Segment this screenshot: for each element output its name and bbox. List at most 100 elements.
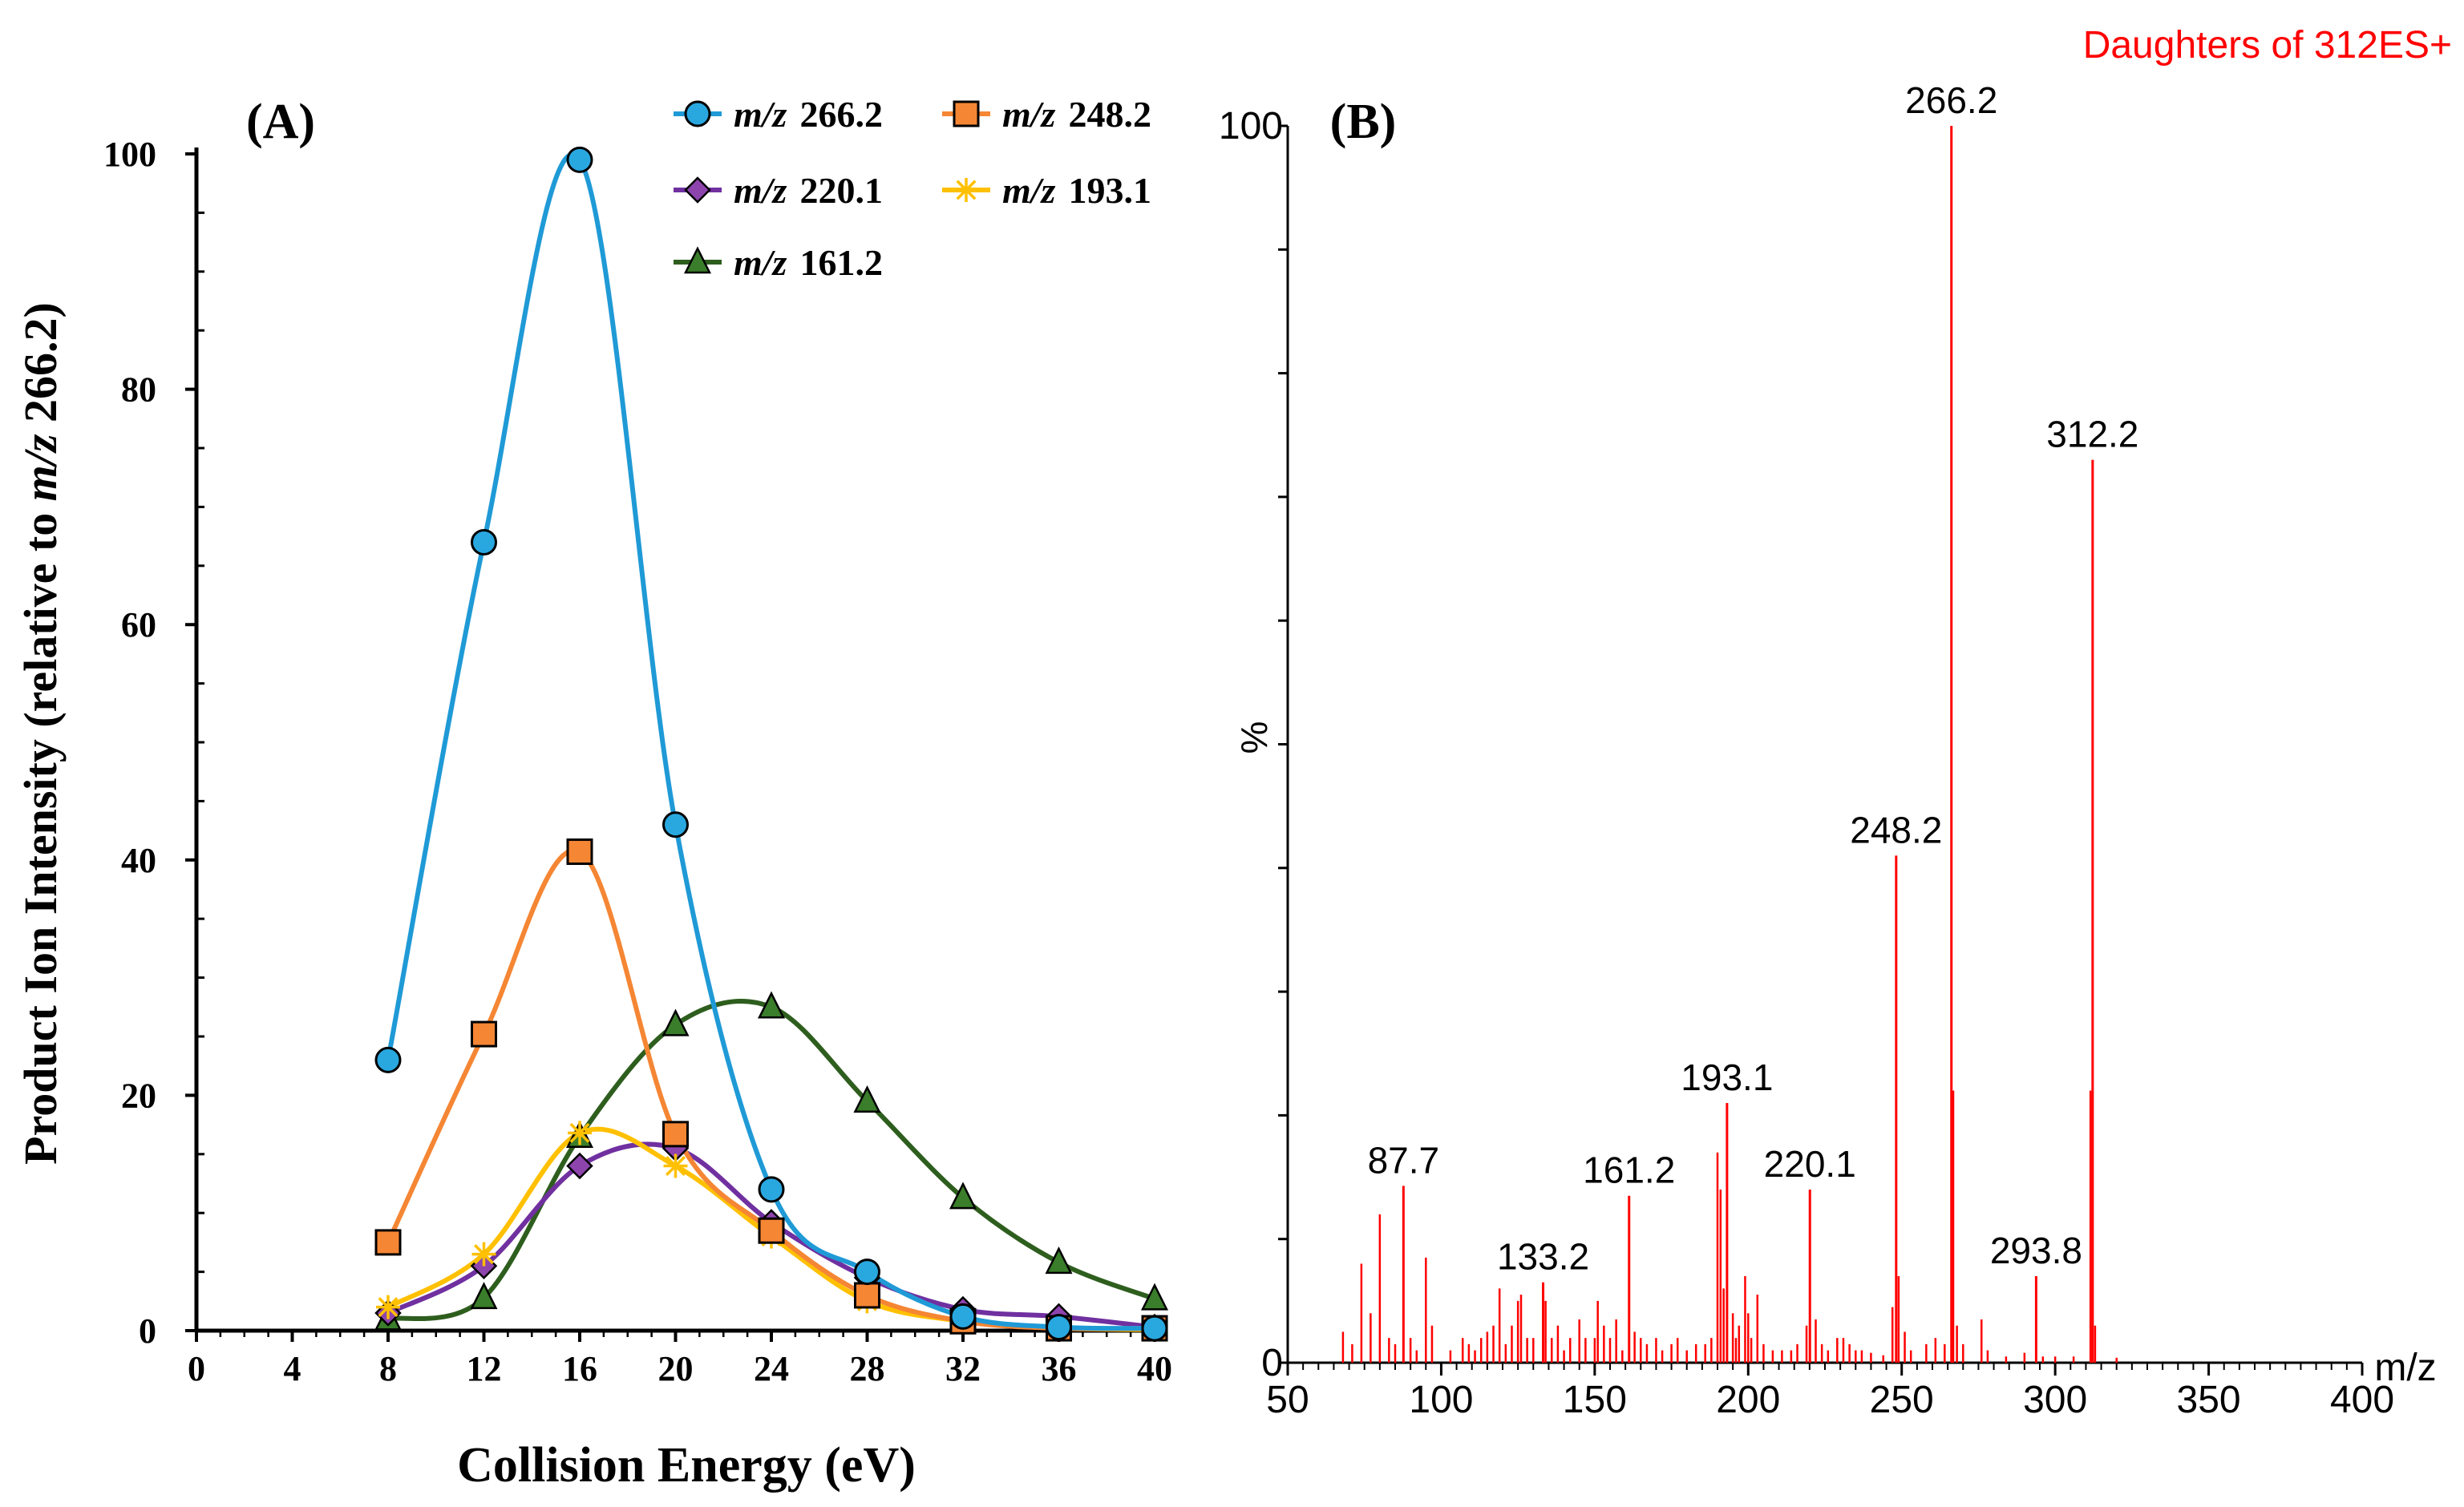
series-point-220-1	[566, 1152, 593, 1180]
panel-a-x-axis-label: Collision Energy (eV)	[457, 1438, 916, 1493]
legend-prefix: m/z	[1002, 170, 1056, 211]
legend-entry: m/z 248.2	[1002, 94, 1151, 135]
panel-a-y-tick-label: 40	[121, 841, 156, 880]
panel-a-x-tick-label: 32	[945, 1349, 981, 1388]
legend-entry: m/z 220.1	[734, 170, 883, 211]
panel-a-y-tick-label: 60	[121, 605, 156, 644]
legend-marker	[683, 246, 712, 274]
panel-a-x-tick-label: 36	[1042, 1349, 1077, 1388]
legend-label: 193.1	[1068, 170, 1151, 211]
panel-a-x-tick-label: 24	[754, 1349, 789, 1388]
legend-prefix: m/z	[734, 94, 787, 135]
series-point-266-2	[662, 811, 689, 838]
legend-label: 248.2	[1068, 94, 1151, 135]
panel-b-x-tick-label: 200	[1716, 1379, 1780, 1421]
panel-b-y-axis-label: %	[1233, 721, 1275, 754]
series-point-266-2	[1046, 1314, 1072, 1341]
panel-a-x-tick-label: 40	[1137, 1349, 1172, 1388]
legend-marker	[954, 178, 978, 202]
panel-b-y-tick-label: 100	[1219, 105, 1283, 147]
series-point-248-2	[566, 838, 593, 866]
peak-label: 87.7	[1368, 1139, 1440, 1181]
series-point-193-1	[568, 1121, 592, 1145]
panel-a-x-tick-label: 8	[379, 1349, 397, 1388]
panel-a-x-tick-label: 12	[467, 1349, 502, 1388]
star-marker-stroke	[474, 1244, 494, 1265]
series-point-193-1	[376, 1295, 400, 1319]
panel-b-y-tick-label: 0	[1261, 1342, 1283, 1384]
peak-label: 161.2	[1583, 1149, 1675, 1191]
panel-a-y-tick-label: 100	[103, 135, 156, 174]
panel-a-x-tick-label: 20	[658, 1349, 694, 1388]
panel-a-x-tick-label: 0	[188, 1349, 205, 1388]
series-point-193-1	[663, 1153, 688, 1178]
peak-label: 312.2	[2046, 414, 2138, 455]
legend-prefix: m/z	[734, 170, 787, 211]
legend-marker	[684, 100, 711, 127]
series-point-161-2	[1045, 1246, 1073, 1275]
panel-a-y-tick-label: 0	[139, 1311, 156, 1351]
star-marker-stroke	[569, 1122, 590, 1143]
series-point-161-2	[757, 991, 786, 1019]
series-point-161-2	[949, 1182, 977, 1210]
series-point-248-2	[758, 1217, 785, 1244]
panel-a-x-tick-label: 4	[284, 1349, 301, 1388]
series-point-248-2	[471, 1020, 497, 1048]
series-point-193-1	[471, 1242, 496, 1267]
legend-marker	[953, 100, 980, 127]
series-point-161-2	[662, 1008, 690, 1036]
panel-b-x-tick-label: 350	[2177, 1379, 2241, 1421]
panel-a-y-axis-label: Product Ion Intensity (relative to m/z 2…	[14, 302, 67, 1165]
panel-a-legend: m/z 266.2 m/z 248.2 m/z 220.1 m/z 193.1 m/z 161.2	[674, 94, 1151, 283]
series-point-266-2	[566, 146, 593, 173]
series-point-266-2	[854, 1259, 880, 1286]
series-point-248-2	[662, 1121, 689, 1148]
panel-b-x-tick-label: 150	[1563, 1379, 1627, 1421]
spectrum-title: Daughters of 312ES+	[2083, 24, 2452, 67]
series-point-161-2	[1140, 1283, 1169, 1311]
panel-a-x-tick-label: 28	[850, 1349, 885, 1388]
peak-label: 193.1	[1681, 1057, 1773, 1098]
panel-a-x-tick-label: 16	[562, 1349, 597, 1388]
series-point-266-2	[758, 1176, 785, 1203]
peak-label: 266.2	[1905, 79, 1997, 121]
peak-label: 220.1	[1764, 1143, 1856, 1185]
panel-a-label: (A)	[246, 95, 315, 149]
peak-label: 133.2	[1497, 1236, 1589, 1278]
panel-b-x-tick-label: 100	[1409, 1379, 1473, 1421]
series-point-248-2	[374, 1229, 402, 1256]
legend-entry: m/z 161.2	[734, 242, 883, 283]
star-marker-stroke	[956, 180, 977, 200]
legend-entry: m/z 193.1	[1002, 170, 1151, 211]
panel-b-mass-spectrum: (B) Daughters of 312ES+ 0 100 50 100 150 200 2…	[1219, 24, 2452, 1421]
star-marker-stroke	[666, 1155, 686, 1176]
series-point-161-2	[470, 1282, 498, 1310]
series-line-266-2	[386, 152, 1155, 1331]
panel-b-x-axis-label: m/z	[2374, 1347, 2436, 1389]
series-point-161-2	[853, 1085, 881, 1113]
panel-b-x-tick-label: 400	[2330, 1379, 2394, 1421]
legend-label: 220.1	[799, 170, 883, 211]
panel-b-x-tick-label: 300	[2023, 1379, 2087, 1421]
legend-prefix: m/z	[1002, 94, 1056, 135]
legend-marker	[684, 176, 711, 204]
series-line-161-2	[387, 998, 1156, 1322]
legend-label: 161.2	[799, 242, 883, 283]
series-point-248-2	[854, 1282, 880, 1309]
legend-entry: m/z 266.2	[734, 94, 883, 135]
series-point-266-2	[374, 1046, 402, 1073]
panel-b-x-tick-label: 50	[1266, 1379, 1309, 1421]
series-point-266-2	[471, 528, 497, 556]
series-point-266-2	[1141, 1315, 1168, 1342]
legend-label: 266.2	[799, 94, 883, 135]
panel-a-y-tick-label: 20	[121, 1076, 156, 1115]
panel-a-y-tick-label: 80	[121, 370, 156, 410]
star-marker-stroke	[378, 1297, 399, 1318]
series-line-248-2	[386, 847, 1155, 1331]
panel-b-x-tick-label: 250	[1870, 1379, 1934, 1421]
peak-label: 293.8	[1990, 1230, 2082, 1271]
peak-label: 248.2	[1850, 809, 1942, 850]
series-line-220-1	[386, 1141, 1155, 1330]
series-point-266-2	[949, 1303, 977, 1330]
